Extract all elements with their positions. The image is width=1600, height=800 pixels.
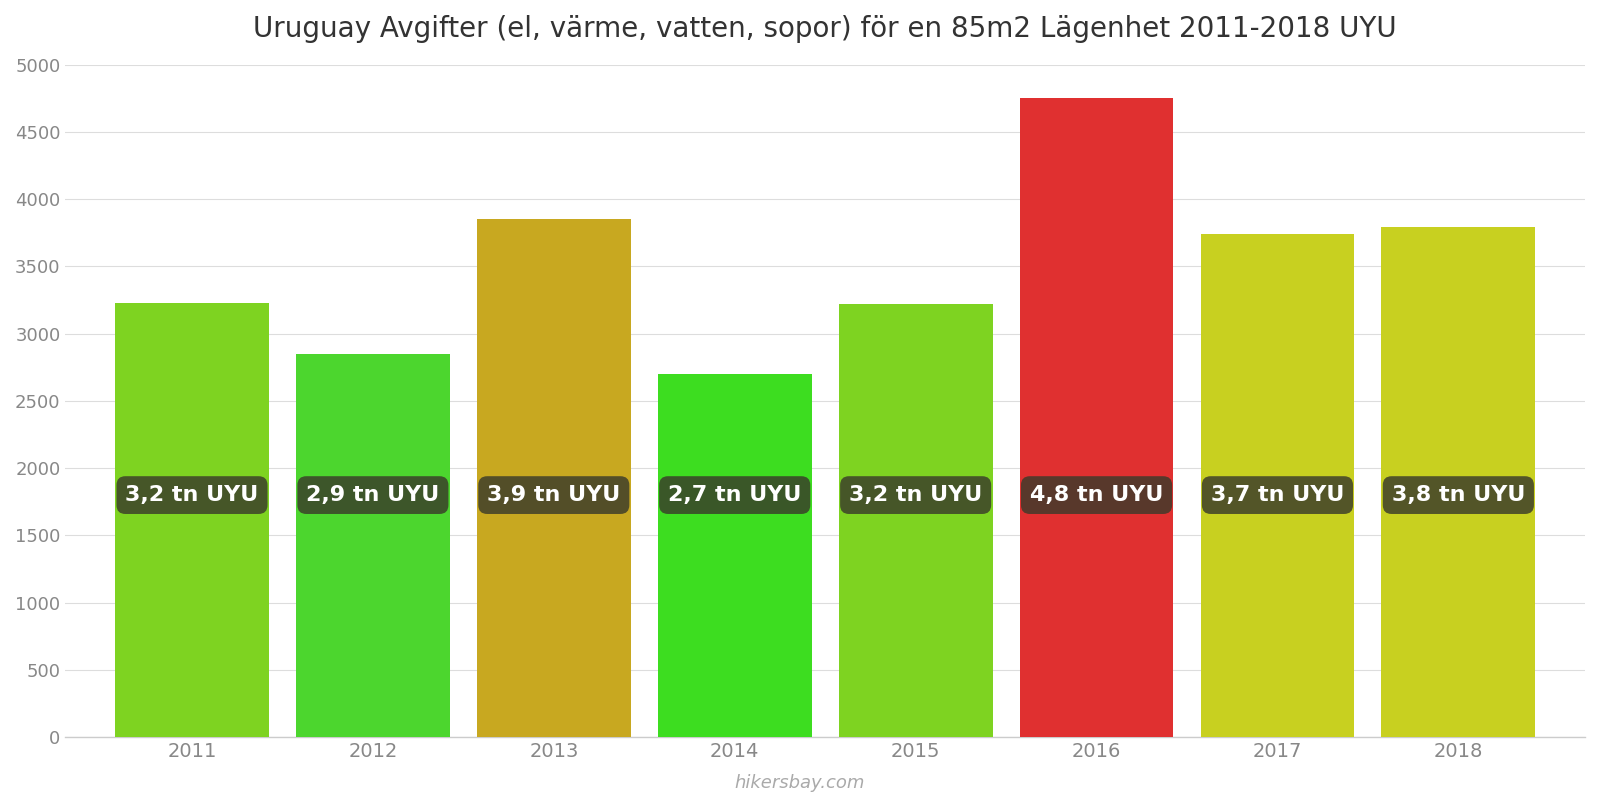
Bar <box>1019 98 1173 737</box>
Text: 3,9 tn UYU: 3,9 tn UYU <box>486 485 621 505</box>
Text: hikersbay.com: hikersbay.com <box>734 774 866 792</box>
Title: Uruguay Avgifter (el, värme, vatten, sopor) för en 85m2 Lägenhet 2011-2018 UYU: Uruguay Avgifter (el, värme, vatten, sop… <box>253 15 1397 43</box>
Text: 2,7 tn UYU: 2,7 tn UYU <box>669 485 802 505</box>
Bar <box>838 304 992 737</box>
Text: 3,7 tn UYU: 3,7 tn UYU <box>1211 485 1344 505</box>
Bar <box>296 354 450 737</box>
Bar <box>1200 234 1354 737</box>
Bar <box>658 374 811 737</box>
Text: 3,8 tn UYU: 3,8 tn UYU <box>1392 485 1525 505</box>
Text: 2,9 tn UYU: 2,9 tn UYU <box>306 485 440 505</box>
Text: 3,2 tn UYU: 3,2 tn UYU <box>850 485 982 505</box>
Bar <box>477 219 630 737</box>
Text: 4,8 tn UYU: 4,8 tn UYU <box>1030 485 1163 505</box>
Text: 3,2 tn UYU: 3,2 tn UYU <box>125 485 259 505</box>
Bar <box>115 302 269 737</box>
Bar <box>1381 227 1536 737</box>
